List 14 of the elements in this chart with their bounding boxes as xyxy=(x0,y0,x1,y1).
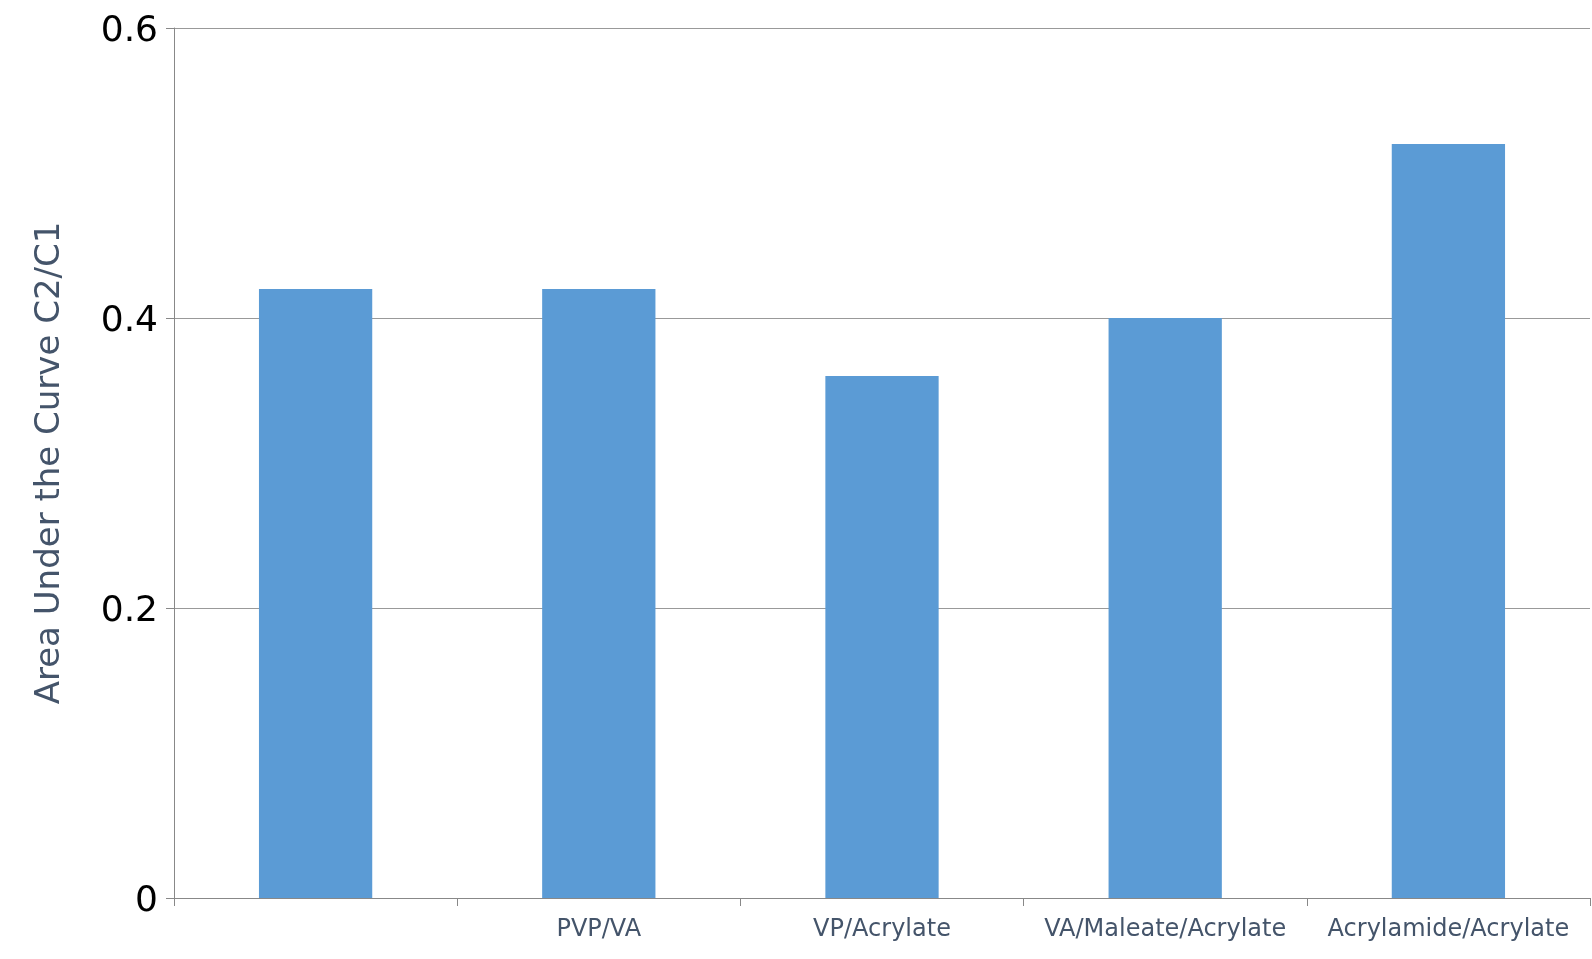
y-tick-label: 0 xyxy=(135,877,158,919)
bar xyxy=(1391,144,1506,898)
x-tick-label: Acrylamide/Acrylate xyxy=(1327,914,1570,942)
bar xyxy=(825,376,939,898)
y-tick-label: 0.6 xyxy=(100,7,158,49)
x-tick-label: PVP/VA xyxy=(556,914,642,942)
bar xyxy=(1108,318,1222,898)
bar xyxy=(258,289,373,898)
bar xyxy=(542,289,656,898)
y-tick-label: 0.4 xyxy=(100,297,158,339)
x-tick-label: VA/Maleate/Acrylate xyxy=(1044,914,1287,942)
y-tick-label: 0.2 xyxy=(100,587,158,629)
x-tick-label: VP/Acrylate xyxy=(813,914,951,942)
y-axis-title: Area Under the Curve C2/C1 xyxy=(27,221,67,705)
